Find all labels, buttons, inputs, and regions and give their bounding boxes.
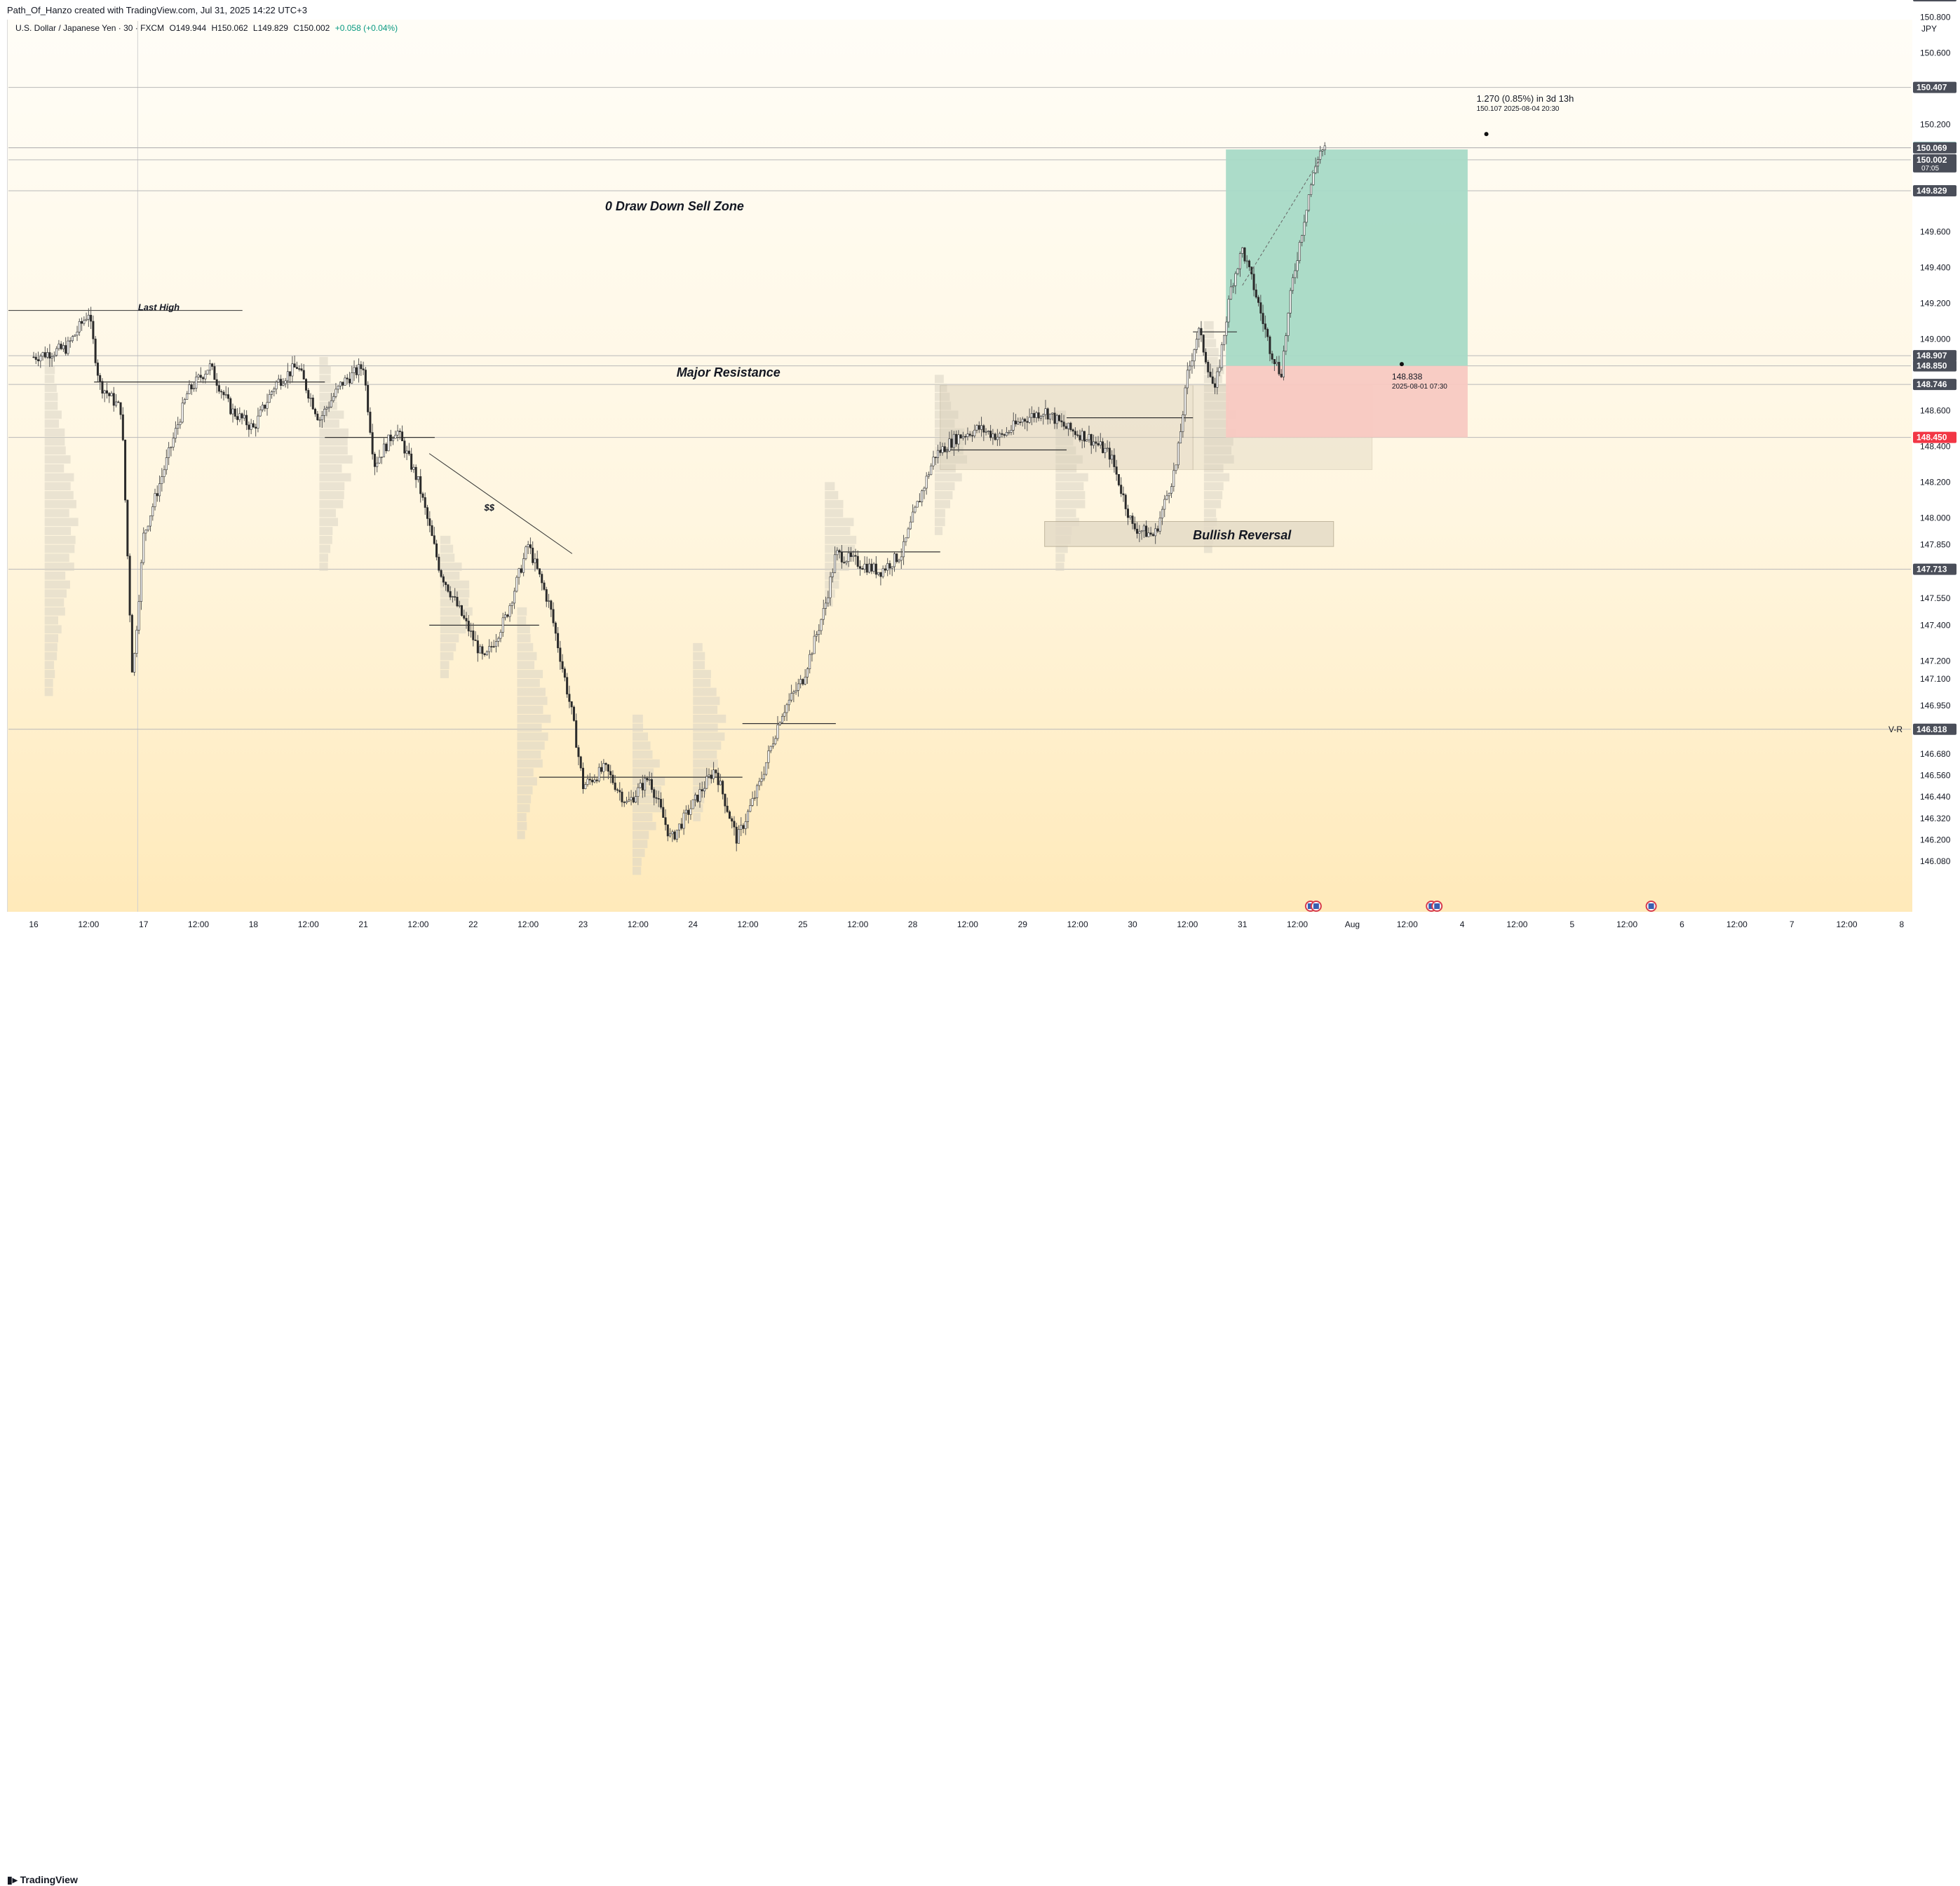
tradingview-logo[interactable]: ▮▸ TradingView	[7, 1874, 78, 1886]
footer-bar: ▮▸ TradingView	[0, 933, 1960, 1885]
legend-low: L149.829	[252, 23, 288, 33]
tv-logo-text: TradingView	[20, 1874, 78, 1885]
tv-logo-icon: ▮▸	[7, 1874, 20, 1885]
legend-high: H150.062	[211, 23, 248, 33]
legend-open: O149.944	[169, 23, 207, 33]
currency-label[interactable]: JPY	[1921, 24, 1938, 34]
chart-credit: Path_Of_Hanzo created with TradingView.c…	[7, 5, 307, 15]
legend-change: +0.058 (+0.04%)	[334, 23, 398, 33]
top-bar: Path_Of_Hanzo created with TradingView.c…	[0, 0, 1960, 20]
price-axis[interactable]	[1912, 20, 1960, 930]
legend-symbol[interactable]: U.S. Dollar / Japanese Yen · 30 · FXCM	[15, 23, 165, 33]
symbol-legend[interactable]: U.S. Dollar / Japanese Yen · 30 · FXCM O…	[15, 23, 400, 33]
legend-close: C150.002	[293, 23, 330, 33]
chart-area[interactable]	[7, 20, 1914, 930]
time-axis[interactable]	[7, 912, 1912, 930]
